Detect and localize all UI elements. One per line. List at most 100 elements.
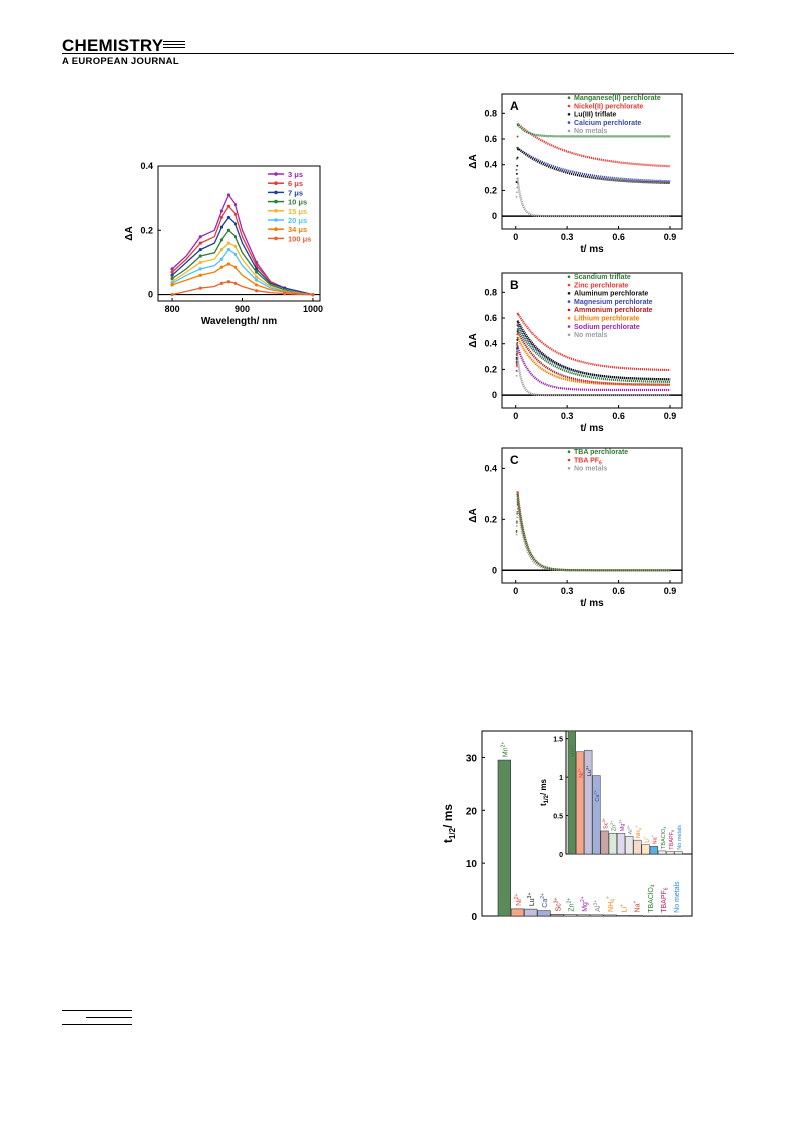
bar-label-superscript: 2+ — [567, 898, 573, 904]
legend-marker — [274, 181, 278, 185]
rise-point — [516, 512, 519, 515]
journal-logo-title: CHEMISTRY — [62, 36, 164, 55]
bar-label-superscript: 2+ — [501, 742, 507, 748]
y-axis-label: t1/2/ ms — [441, 804, 457, 843]
data-point — [198, 286, 202, 290]
plot-frame — [501, 272, 683, 409]
inset-bar — [666, 851, 675, 855]
inset-bar — [674, 851, 683, 855]
inset-bar-label: No metals — [677, 825, 683, 850]
data-point — [226, 241, 231, 245]
x-axis-label: t/ ms — [580, 244, 604, 255]
inset-bar-label: Ca2+ — [593, 789, 602, 801]
decay-trace — [516, 356, 671, 397]
y-axis-label: ΔA — [468, 333, 479, 347]
bar-label-superscript: + — [633, 901, 639, 904]
rise-point — [516, 333, 519, 336]
data-point — [170, 273, 174, 277]
inset-bar-label-superscript: 2+ — [576, 767, 581, 772]
data-point — [219, 225, 223, 229]
inset-bar-label-superscript: + — [642, 835, 647, 838]
legend-label: Manganese(II) perchlorate — [574, 95, 661, 102]
decay-trace — [516, 327, 671, 384]
inset-bar — [608, 832, 617, 855]
rise-point — [517, 124, 519, 127]
inset-bar-label-superscript: + — [650, 834, 655, 837]
legend-label: Calcium perchlorate — [574, 120, 641, 127]
inset-y-tick-label: 0.5 — [553, 814, 563, 821]
rise-point — [515, 168, 518, 171]
data-point — [170, 267, 174, 271]
x-axis-label: t/ ms — [580, 423, 604, 434]
panel-label: C — [510, 453, 519, 467]
data-point — [219, 215, 223, 220]
x-tick-label: 0.6 — [612, 411, 625, 421]
legend-label: 100 μs — [288, 234, 311, 243]
bar-label: Zn2+ — [567, 898, 576, 912]
inset-bar-label: Ni2+ — [576, 767, 585, 777]
bar-label-superscript: + — [606, 896, 612, 899]
bar — [563, 914, 577, 917]
inset-bar-label-subscript: 4 — [662, 826, 667, 829]
legend-marker — [274, 172, 278, 176]
bar — [510, 908, 525, 917]
panel-label: B — [510, 278, 519, 292]
legend-label: Zinc perchlorate — [574, 282, 629, 289]
y-tick-label: 30 — [466, 753, 478, 764]
decay-trace — [516, 320, 671, 381]
rise-point — [516, 352, 518, 355]
decay-trace — [516, 147, 671, 185]
bar-label: Lu3+ — [527, 893, 536, 907]
data-point — [226, 228, 231, 232]
data-point — [170, 276, 174, 281]
bar-label-superscript: 3+ — [527, 893, 533, 899]
bar — [603, 914, 617, 917]
bar-label-superscript: 2+ — [580, 896, 586, 902]
data-point — [233, 212, 238, 216]
inset-bar-label-superscript: 3+ — [601, 817, 606, 822]
bar — [616, 915, 630, 917]
y-tick-label: 0 — [492, 211, 497, 221]
rise-point — [516, 510, 519, 513]
rise-point — [515, 531, 518, 533]
rise-point — [517, 177, 519, 180]
rise-point — [516, 350, 518, 353]
legend-label: No metals — [574, 466, 608, 473]
y-tick-label: 10 — [466, 859, 478, 870]
inset-bar-label-superscript: 3+ — [585, 765, 590, 770]
inset-bar-label-superscript: 2+ — [593, 789, 598, 794]
data-point — [219, 238, 223, 242]
inset-bar-label-subscript: 4 — [637, 827, 642, 830]
data-point — [219, 281, 223, 285]
data-point — [255, 278, 259, 282]
footnote-rule-2 — [86, 1017, 132, 1018]
inset-bar — [649, 846, 658, 855]
bar — [576, 914, 591, 917]
inset-y-tick-label: 1 — [559, 775, 563, 782]
legend-marker — [567, 96, 571, 99]
legend-label: 6 μs — [288, 179, 303, 188]
data-point — [198, 254, 202, 258]
y-axis-label-subscript: 1/2 — [448, 827, 457, 839]
data-point — [233, 281, 238, 285]
decay-trace — [516, 330, 671, 386]
decay-trace — [516, 122, 671, 138]
rise-point — [515, 358, 518, 361]
bar-label-superscript: 3+ — [553, 897, 559, 903]
y-tick-label: 0.2 — [484, 514, 497, 524]
rise-point — [516, 323, 519, 326]
inset-y-axis-label: t1/2/ ms — [539, 778, 550, 806]
journal-logo-subtitle: A EUROPEAN JOURNAL — [62, 56, 179, 67]
data-point — [226, 280, 231, 284]
rise-point — [516, 157, 518, 160]
y-tick-label: 0.2 — [484, 364, 497, 374]
data-point — [255, 289, 259, 293]
data-point — [198, 267, 202, 271]
rise-point — [515, 369, 518, 372]
inset-bar-label-superscript: 2+ — [568, 744, 573, 749]
legend-label: No metals — [574, 128, 608, 135]
data-point — [233, 252, 238, 256]
data-point — [226, 215, 231, 220]
inset-bar — [625, 836, 634, 855]
